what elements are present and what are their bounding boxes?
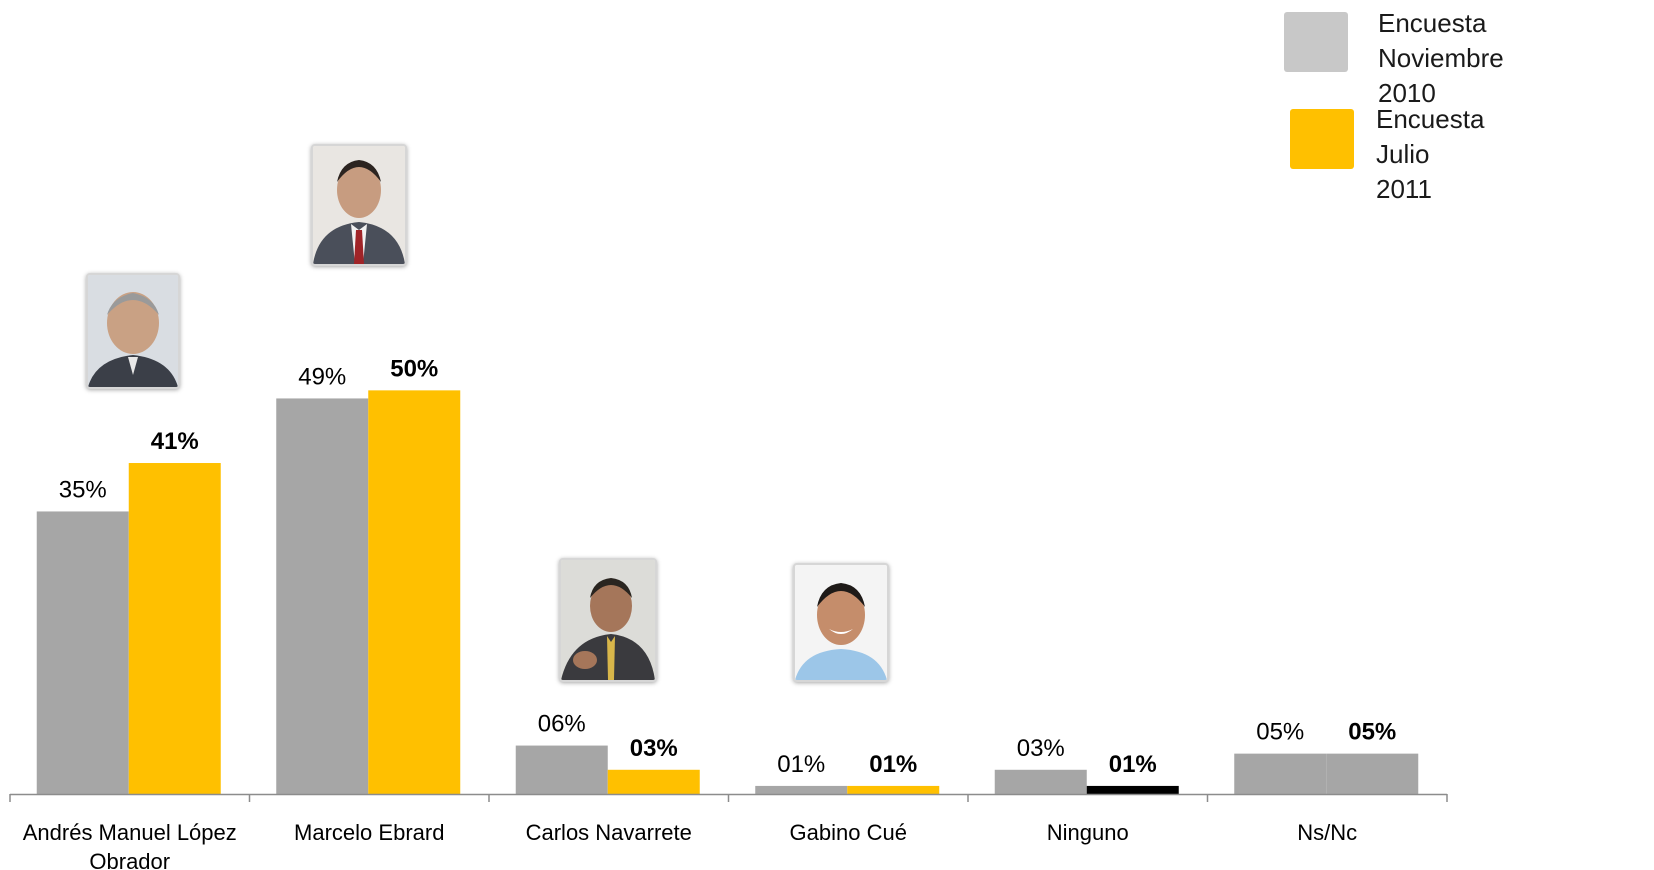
data-label-jul2011-2: 03% [630, 735, 678, 762]
data-label-nov2010-0: 35% [59, 476, 107, 503]
data-label-nov2010-5: 05% [1256, 719, 1304, 746]
category-label-0-line0: Andrés Manuel López [23, 820, 237, 845]
bar-jul2011-2 [607, 769, 700, 794]
bar-nov2010-1 [276, 398, 369, 794]
data-label-jul2011-1: 50% [390, 355, 438, 382]
category-label-2: Carlos Navarrete [526, 820, 692, 845]
legend-label-julio-2011: Encuesta Julio 2011 [1376, 104, 1485, 204]
data-label-nov2010-1: 49% [298, 363, 346, 390]
data-label-nov2010-4: 03% [1017, 735, 1065, 762]
category-label-0-line1: Obrador [89, 849, 170, 870]
data-label-jul2011-0: 41% [151, 428, 199, 455]
portrait-lopez-obrador [86, 273, 180, 389]
bar-nov2010-4 [994, 769, 1087, 794]
data-label-jul2011-3: 01% [869, 751, 917, 778]
data-label-jul2011-4: 01% [1109, 751, 1157, 778]
bar-jul2011-1 [368, 390, 461, 794]
bar-jul2011-4 [1086, 785, 1179, 794]
bar-jul2011-0 [128, 463, 221, 794]
legend-swatch-julio-2011 [1290, 109, 1354, 169]
legend-swatch-noviembre-2010 [1284, 12, 1348, 72]
bar-jul2011-3 [847, 785, 940, 794]
portrait-ebrard [311, 144, 407, 266]
bar-nov2010-3 [755, 785, 848, 794]
category-label-3: Gabino Cué [790, 820, 907, 845]
category-label-5: Ns/Nc [1297, 820, 1357, 845]
bar-nov2010-0 [36, 511, 129, 794]
bar-nov2010-2 [515, 745, 608, 794]
bar-nov2010-5 [1234, 753, 1327, 794]
portrait-cue [793, 563, 889, 682]
portrait-navarrete [559, 558, 657, 682]
category-label-4: Ninguno [1047, 820, 1129, 845]
bar-jul2011-5 [1326, 753, 1419, 794]
data-label-nov2010-3: 01% [777, 751, 825, 778]
category-label-1: Marcelo Ebrard [294, 820, 444, 845]
data-label-nov2010-2: 06% [538, 711, 586, 738]
legend-label-noviembre-2010: Encuesta Noviembre 2010 [1378, 8, 1504, 108]
data-label-jul2011-5: 05% [1348, 719, 1396, 746]
